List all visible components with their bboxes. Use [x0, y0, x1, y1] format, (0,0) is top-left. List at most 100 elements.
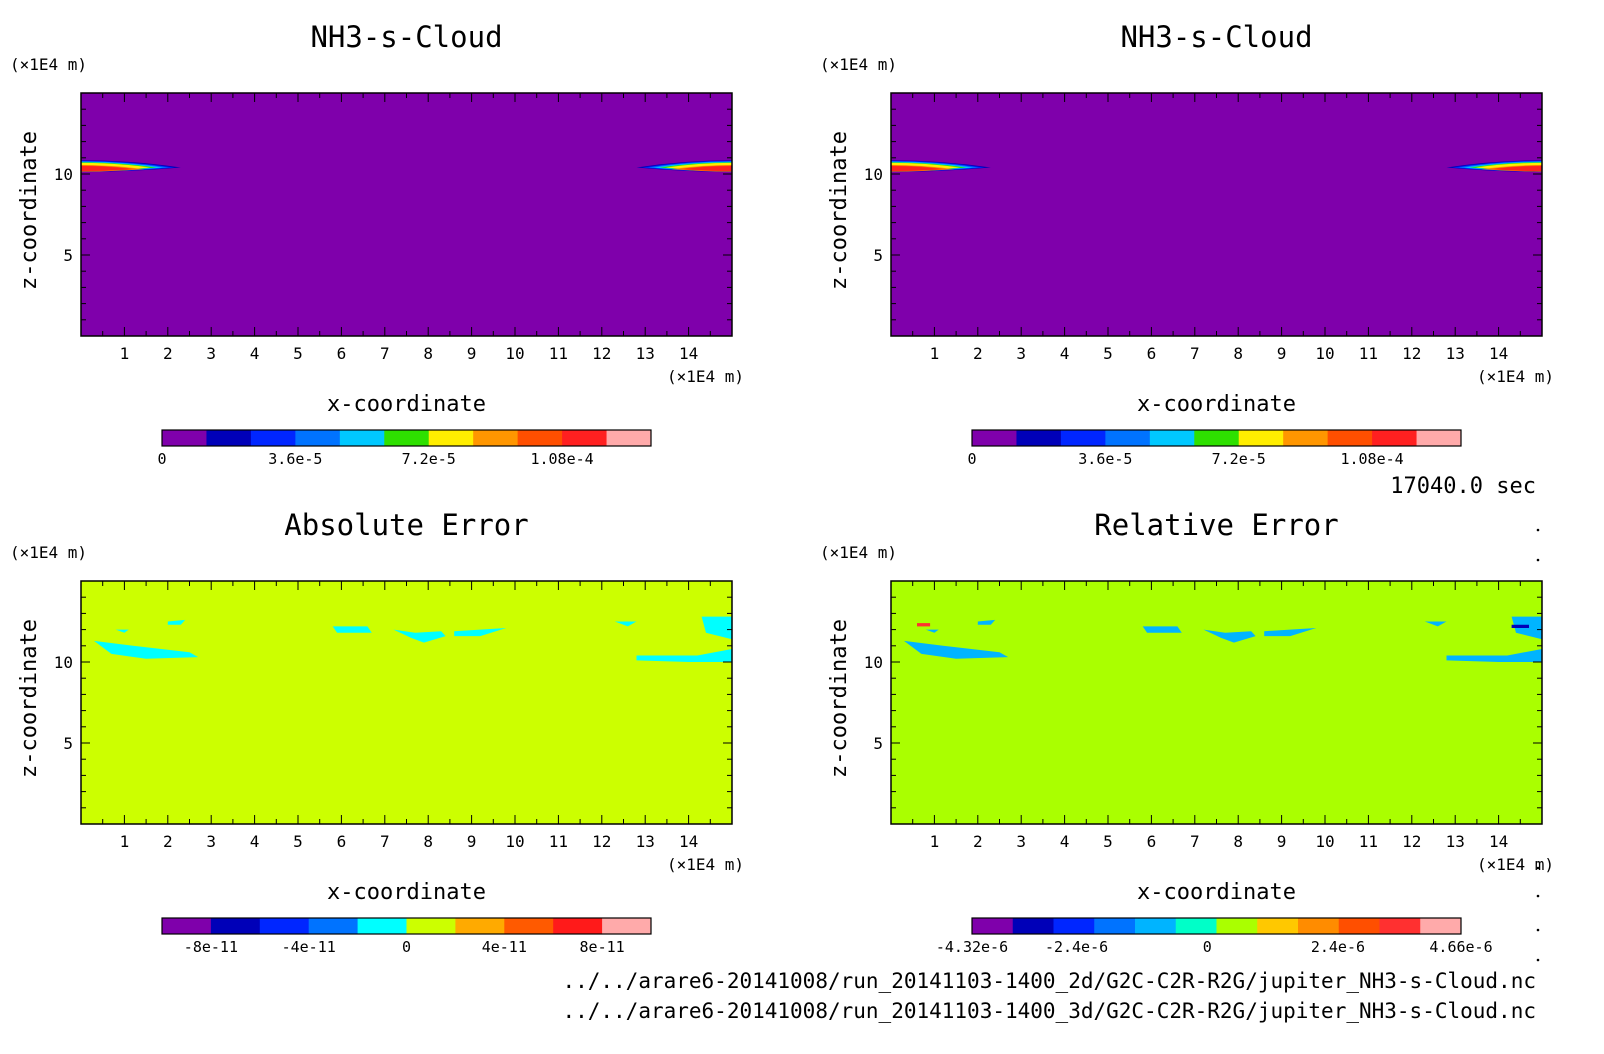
colorbar: 0 3.6e-5 7.2e-5 1.08e-4 — [967, 429, 1462, 468]
x-tick-label: 1 — [930, 344, 940, 363]
footer-path-3d: ../../arare6-20141008/run_20141103-1400_… — [562, 999, 1536, 1023]
colorbar-swatch — [1298, 918, 1340, 934]
colorbar-swatch — [339, 430, 385, 446]
y-tick-label: 10 — [864, 653, 883, 672]
x-tick-label: 4 — [250, 344, 260, 363]
x-axis-label: x-coordinate — [1137, 880, 1296, 905]
x-tick-label: 10 — [1315, 832, 1334, 851]
colorbar-swatch — [553, 918, 603, 934]
colorbar-frame — [161, 917, 652, 935]
x-tick-label: 14 — [1489, 832, 1508, 851]
cloud-right-level-9 — [683, 166, 732, 171]
x-tick-label: 12 — [1402, 344, 1421, 363]
x-axis-label: x-coordinate — [327, 880, 486, 905]
edge-dot — [1536, 866, 1540, 870]
cloud-left-level-9 — [891, 166, 943, 171]
y-axis-label: z-coordinate — [17, 131, 42, 290]
colorbar-swatch — [210, 918, 261, 934]
x-tick-label: 1 — [930, 832, 940, 851]
colorbar-tick-label: 1.08e-4 — [530, 450, 593, 468]
x-tick-label: 3 — [206, 832, 216, 851]
x-axis-label: x-coordinate — [1137, 392, 1296, 417]
x-tick-label: 13 — [636, 344, 655, 363]
y-unit-label: (×1E4 m) — [10, 55, 87, 74]
colorbar-tick-label: 0 — [967, 450, 976, 468]
colorbar-tick-label: 0 — [157, 450, 166, 468]
x-tick-label: 12 — [592, 344, 611, 363]
colorbar-tick-label: 2.4e-6 — [1311, 938, 1365, 956]
colorbar-swatch — [1416, 430, 1462, 446]
colorbar-swatch — [1094, 918, 1136, 934]
colorbar-swatch — [1216, 918, 1258, 934]
x-axis: 1 2 3 4 5 6 7 8 9 10 11 12 13 14 — [80, 93, 733, 363]
x-axis: 1 2 3 4 5 6 7 8 9 10 11 12 13 14 — [890, 581, 1543, 851]
y-axis: 5 10 — [54, 580, 732, 825]
colorbar-swatch — [1420, 918, 1462, 934]
neg-patch — [904, 640, 1009, 659]
colorbar-tick-label: -4e-11 — [282, 938, 336, 956]
cloud-left-level-9 — [81, 166, 133, 171]
x-tick-label: 6 — [337, 832, 347, 851]
colorbar-swatch — [250, 430, 296, 446]
x-tick-label: 6 — [1147, 832, 1157, 851]
y-axis-label: z-coordinate — [827, 131, 852, 290]
y-tick-label: 5 — [873, 246, 883, 265]
edge-dot — [1536, 558, 1540, 562]
colorbar-tick-label: 3.6e-5 — [1078, 450, 1132, 468]
colorbar-swatch — [357, 918, 407, 934]
colorbar-swatch — [1257, 918, 1299, 934]
plot-background — [891, 93, 1542, 336]
chart-title: Relative Error — [1094, 508, 1338, 542]
colorbar-swatch — [1105, 430, 1151, 446]
neg-patch — [454, 628, 507, 637]
colorbar-swatch — [517, 430, 563, 446]
edge-dot — [1536, 928, 1540, 932]
x-tick-label: 5 — [293, 832, 303, 851]
x-tick-label: 4 — [1060, 344, 1070, 363]
x-tick-label: 14 — [679, 832, 698, 851]
edge-marks — [1536, 528, 1540, 962]
colorbar-tick-label: 4e-11 — [482, 938, 527, 956]
y-tick-label: 5 — [873, 734, 883, 753]
x-tick-label: 12 — [1402, 832, 1421, 851]
neg-patch — [614, 621, 637, 627]
colorbar-swatch — [606, 430, 652, 446]
y-axis: 5 10 — [864, 92, 1542, 337]
chart-panel-1: NH3-s-Cloud(×1E4 m)1 2 3 4 5 6 7 8 9 10 11 12 13 14(×… — [10, 20, 744, 468]
y-axis: 5 10 — [864, 580, 1542, 825]
neg-patch — [636, 649, 732, 662]
x-unit-label: (×1E4 m) — [667, 855, 744, 874]
colorbar-swatch — [1194, 430, 1240, 446]
x-tick-label: 7 — [1190, 344, 1200, 363]
colorbar-swatch — [455, 918, 505, 934]
colorbar-swatch — [562, 430, 608, 446]
colorbar-tick-label: -8e-11 — [184, 938, 238, 956]
x-tick-label: 14 — [679, 344, 698, 363]
x-tick-label: 3 — [1016, 832, 1026, 851]
x-tick-label: 9 — [1277, 832, 1287, 851]
colorbar-tick-label: 7.2e-5 — [1212, 450, 1266, 468]
x-tick-label: 1 — [120, 832, 130, 851]
colorbar-swatch — [473, 430, 519, 446]
edge-dot — [1536, 958, 1540, 962]
chart-panel-2: NH3-s-Cloud(×1E4 m)1 2 3 4 5 6 7 8 9 10 11 12 13 14(×… — [820, 20, 1554, 468]
colorbar-tick-label: 7.2e-5 — [402, 450, 456, 468]
colorbar-swatch — [1238, 430, 1284, 446]
x-tick-label: 11 — [1359, 344, 1378, 363]
neg-patch — [701, 616, 732, 640]
y-tick-label: 10 — [54, 653, 73, 672]
colorbar-tick-label: 0 — [1203, 938, 1212, 956]
x-tick-label: 7 — [1190, 832, 1200, 851]
x-tick-label: 13 — [1446, 344, 1465, 363]
colorbar-swatch — [504, 918, 554, 934]
colorbar-swatch — [1175, 918, 1217, 934]
x-tick-label: 6 — [1147, 344, 1157, 363]
x-tick-label: 2 — [973, 832, 983, 851]
plot-background — [81, 581, 732, 824]
x-tick-label: 9 — [1277, 344, 1287, 363]
x-tick-label: 3 — [1016, 344, 1026, 363]
contour-fill — [891, 160, 1542, 172]
neg-patch — [1424, 621, 1447, 627]
colorbar-swatch — [295, 430, 341, 446]
x-tick-label: 5 — [1103, 832, 1113, 851]
